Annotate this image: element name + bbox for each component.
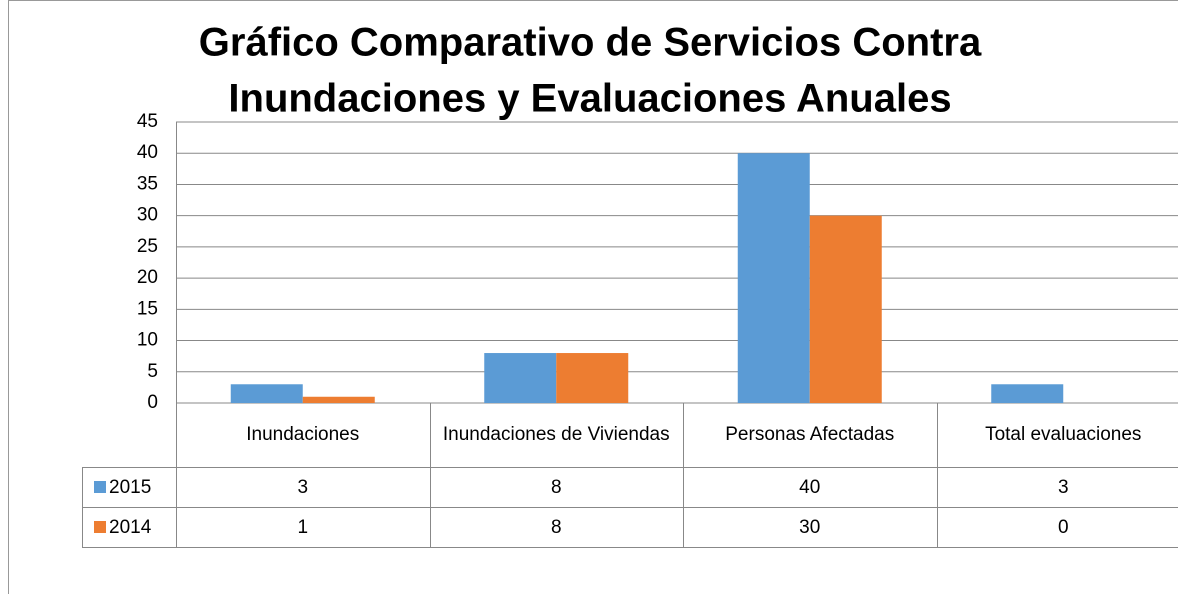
x-tick-label: Personas Afectadas — [725, 424, 895, 446]
y-tick-label: 30 — [137, 205, 158, 226]
y-tick-label: 10 — [137, 330, 158, 351]
y-tick-label: 0 — [147, 392, 158, 413]
x-tick-label-box: Personas Afectadas — [725, 424, 895, 446]
x-tick-label: Inundaciones — [246, 424, 360, 446]
x-tick-label-box: Total evaluaciones — [985, 424, 1142, 446]
table-value: 8 — [551, 517, 562, 538]
bar — [230, 384, 303, 403]
y-tick-label: 25 — [137, 236, 158, 257]
legend-key — [94, 521, 106, 533]
table-value: 8 — [551, 477, 562, 498]
bar — [484, 353, 557, 403]
y-tick-label: 20 — [137, 267, 158, 288]
x-tick-label-box: Inundaciones de Viviendas — [442, 424, 670, 446]
chart-border — [8, 0, 1178, 594]
legend-label: 2015 — [109, 477, 151, 498]
bar — [737, 153, 810, 403]
table-value: 40 — [799, 477, 820, 498]
bar — [809, 215, 882, 403]
y-tick-label: 35 — [137, 173, 158, 194]
legend-label: 2014 — [109, 517, 152, 538]
x-tick-label: Inundaciones de Viviendas — [442, 424, 670, 446]
table-value: 30 — [799, 517, 820, 538]
y-tick-label: 5 — [147, 361, 158, 382]
table-value: 1 — [297, 517, 308, 538]
table-value: 0 — [1058, 517, 1069, 538]
table-value: 3 — [297, 477, 308, 498]
y-tick-label: 15 — [137, 298, 158, 319]
legend-key — [94, 481, 106, 493]
bar — [991, 384, 1064, 403]
x-tick-label: Total evaluaciones — [985, 424, 1142, 446]
bar — [302, 396, 375, 403]
chart-title: Gráfico Comparativo de Servicios Contra — [199, 21, 982, 65]
table-value: 3 — [1058, 477, 1069, 498]
y-tick-label: 45 — [137, 111, 158, 132]
y-tick-label: 40 — [137, 142, 158, 163]
bar — [556, 353, 629, 403]
x-tick-label-box: Inundaciones — [246, 424, 360, 446]
chart-title: Inundaciones y Evaluaciones Anuales — [228, 77, 951, 121]
